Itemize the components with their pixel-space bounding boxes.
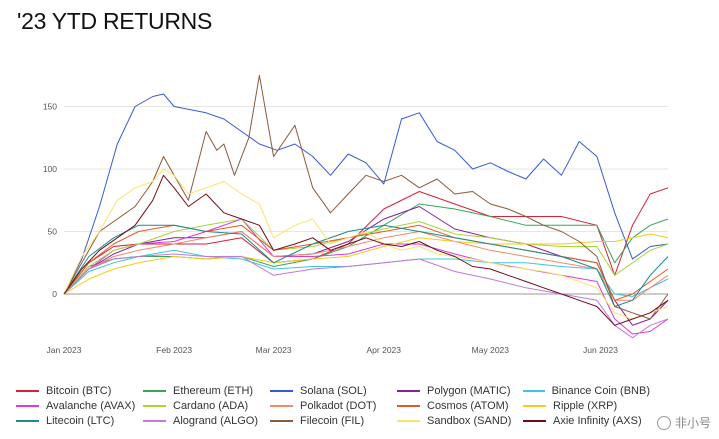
legend-item[interactable]: Ripple (XRP)	[523, 400, 650, 412]
legend-item[interactable]: Binance Coin (BNB)	[523, 385, 650, 397]
legend-item[interactable]: Cardano (ADA)	[143, 400, 270, 412]
series-line-binance-coin-bnb	[63, 249, 669, 297]
legend-label: Polkadot (DOT)	[300, 399, 377, 412]
legend-item[interactable]: Solana (SOL)	[270, 385, 397, 397]
legend-row: Litecoin (LTC) Alogrand (ALGO) Filecoin (F…	[16, 413, 716, 428]
legend-item[interactable]: Ethereum (ETH)	[143, 385, 270, 397]
legend-label: Filecoin (FIL)	[300, 414, 365, 427]
series-line-litecoin-ltc	[63, 224, 669, 307]
watermark: 非小号	[656, 414, 711, 431]
legend-swatch	[270, 389, 293, 392]
y-tick-label: 150	[43, 102, 57, 112]
x-tick-label: Jun 2023	[583, 345, 618, 355]
legend-swatch	[143, 389, 166, 392]
series-line-axie-infinity-axs	[63, 174, 669, 326]
legend-item[interactable]: Bitcoin (BTC)	[16, 385, 143, 397]
y-axis-ticks: 150 100 50 0	[43, 102, 57, 300]
legend-label: Litecoin (LTC)	[46, 414, 115, 427]
watermark-text: 非小号	[674, 416, 711, 430]
legend-swatch	[16, 419, 39, 422]
x-axis-ticks: Jan 2023 Feb 2023 Mar 2023 Apr 2023 May 2023…	[47, 345, 619, 355]
legend-item[interactable]: Axie Infinity (AXS)	[523, 415, 650, 427]
legend-label: Ripple (XRP)	[553, 399, 618, 412]
legend-item[interactable]: Avalanche (AVAX)	[16, 400, 143, 412]
legend-label: Sandbox (SAND)	[427, 414, 512, 427]
legend-item[interactable]: Cosmos (ATOM)	[397, 400, 523, 412]
legend-label: Bitcoin (BTC)	[46, 384, 112, 397]
legend-label: Axie Infinity (AXS)	[553, 414, 642, 427]
legend-label: Binance Coin (BNB)	[551, 384, 650, 397]
legend-item[interactable]: Polygon (MATIC)	[397, 385, 523, 397]
legend-row: Bitcoin (BTC) Ethereum (ETH) Solana (SOL) P…	[16, 383, 716, 398]
series-line-bitcoin-btc	[63, 187, 669, 295]
legend-row: Avalanche (AVAX) Cardano (ADA) Polkadot (D…	[16, 398, 716, 413]
series-line-sandbox-sand	[63, 168, 669, 320]
series-line-polkadot-dot	[63, 231, 669, 301]
legend-label: Cosmos (ATOM)	[427, 399, 509, 412]
legend-item[interactable]: Litecoin (LTC)	[16, 415, 143, 427]
legend-swatch	[143, 404, 166, 407]
series-line-cardano-ada	[63, 218, 669, 295]
series-line-filecoin-fil	[63, 74, 669, 320]
chart-title: '23 YTD RETURNS	[17, 8, 213, 34]
legend-swatch	[16, 404, 39, 407]
y-tick-label: 100	[43, 164, 57, 174]
legend-swatch	[270, 419, 293, 422]
x-tick-label: Apr 2023	[367, 345, 402, 355]
legend-label: Solana (SOL)	[300, 384, 367, 397]
series-lines	[63, 74, 669, 339]
series-line-solana-sol	[63, 93, 669, 295]
x-tick-label: Mar 2023	[256, 345, 292, 355]
legend-swatch	[270, 404, 293, 407]
legend-label: Avalanche (AVAX)	[46, 399, 136, 412]
x-tick-label: Jan 2023	[47, 345, 82, 355]
series-line-ripple-xrp	[63, 233, 669, 295]
legend-swatch	[397, 389, 420, 392]
legend-item[interactable]: Sandbox (SAND)	[397, 415, 523, 427]
legend-item[interactable]: Alogrand (ALGO)	[143, 415, 270, 427]
legend-swatch	[397, 419, 420, 422]
legend: Bitcoin (BTC) Ethereum (ETH) Solana (SOL) P…	[16, 383, 716, 428]
x-tick-label: May 2023	[472, 345, 510, 355]
legend-label: Ethereum (ETH)	[173, 384, 254, 397]
legend-label: Polygon (MATIC)	[427, 384, 511, 397]
series-line-alogrand-algo	[63, 253, 669, 339]
watermark-logo-icon	[656, 415, 671, 430]
y-tick-label: 0	[52, 289, 57, 299]
x-tick-label: Feb 2023	[156, 345, 192, 355]
legend-item[interactable]: Polkadot (DOT)	[270, 400, 397, 412]
legend-swatch	[523, 419, 546, 422]
series-line-cosmos-atom	[63, 224, 669, 301]
legend-label: Alogrand (ALGO)	[173, 414, 258, 427]
legend-label: Cardano (ADA)	[173, 399, 249, 412]
legend-swatch	[143, 419, 166, 422]
legend-swatch	[523, 389, 545, 392]
legend-item[interactable]: Filecoin (FIL)	[270, 415, 397, 427]
y-tick-label: 50	[48, 227, 58, 237]
legend-swatch	[523, 404, 546, 407]
legend-swatch	[16, 389, 39, 392]
line-chart: 150 100 50 0 Jan 2023 Feb 2023 Mar 2023 Apr 20…	[43, 74, 669, 355]
legend-swatch	[397, 404, 420, 407]
